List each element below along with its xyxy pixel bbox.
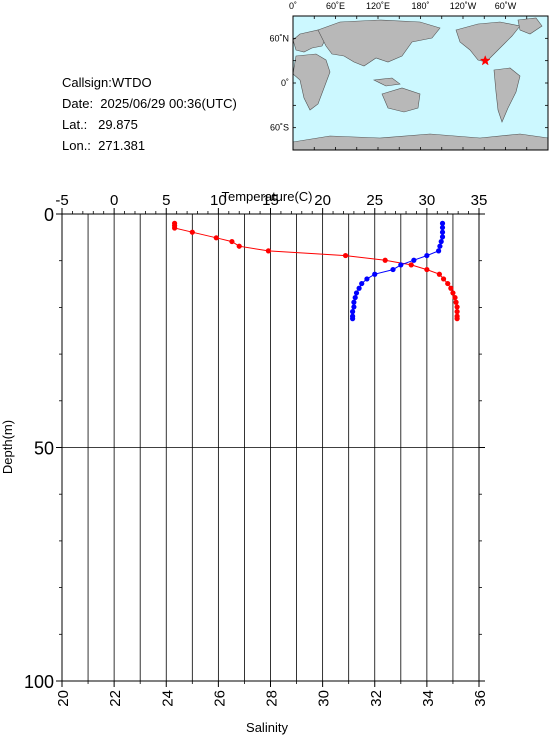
longitude-text: Lon.: 271.381 xyxy=(62,138,146,153)
temperature-data-point xyxy=(454,309,460,315)
map-land xyxy=(292,17,549,151)
map-lon-label: 0˚ xyxy=(289,1,297,11)
temperature-data-point xyxy=(454,316,460,322)
temperature-data-point xyxy=(382,257,388,263)
temperature-data-point xyxy=(265,248,272,254)
temperature-data-point xyxy=(445,280,451,287)
salinity-tick-label: 32 xyxy=(368,690,385,707)
series-layer xyxy=(171,220,460,322)
greenland-landmass xyxy=(517,17,543,35)
map-lon-label: 60˚W xyxy=(495,1,517,11)
chart-grid xyxy=(62,214,479,681)
map-lon-label: 120˚E xyxy=(366,1,390,11)
temperature-data-point xyxy=(342,252,349,259)
salinity-axis-label: Salinity xyxy=(246,720,288,735)
salinity-data-point xyxy=(438,238,444,245)
map-lon-label: 180˚ xyxy=(411,1,429,11)
salinity-data-point xyxy=(372,271,378,277)
map-latitude-labels: 60˚N 0˚ 60˚S xyxy=(269,33,289,132)
temperature-axis: -5 0 5 10 15 20 25 30 35 xyxy=(55,192,487,214)
south-america-landmass xyxy=(493,67,521,123)
salinity-data-point xyxy=(351,304,357,310)
depth-tick-label: 0 xyxy=(44,205,54,225)
salinity-data-point xyxy=(352,294,358,301)
salinity-tick-label: 28 xyxy=(264,690,281,707)
temperature-data-point xyxy=(453,299,459,305)
salinity-data-point xyxy=(364,276,370,282)
temperature-tick-label: 20 xyxy=(314,192,331,209)
temperature-tick-label: 5 xyxy=(162,192,170,209)
salinity-data-point xyxy=(356,285,362,291)
station-info: Callsign:WTDO Date: 2025/06/29 00:36(UTC… xyxy=(62,72,237,156)
temperature-data-point xyxy=(408,262,414,268)
salinity-data-point xyxy=(439,224,446,231)
location-star-marker xyxy=(479,55,491,66)
temperature-data-point xyxy=(213,235,219,241)
map-ticks xyxy=(292,16,549,150)
map-lat-label: 60˚N xyxy=(269,33,289,43)
salinity-data-point xyxy=(439,234,446,240)
temperature-data-point xyxy=(454,304,460,310)
salinity-data-point xyxy=(437,243,443,249)
map-longitude-labels: 0˚ 60˚E 120˚E 180˚ 120˚W 60˚W xyxy=(289,1,517,11)
salinity-data-point xyxy=(439,229,446,235)
map-lat-label: 0˚ xyxy=(281,78,289,88)
africa-landmass xyxy=(292,53,331,111)
salinity-data-point xyxy=(436,248,442,254)
depth-tick-label: 50 xyxy=(34,439,54,459)
salinity-data-point xyxy=(359,280,365,287)
salinity-data-point xyxy=(424,252,430,259)
temperature-data-point xyxy=(424,266,430,273)
indonesia-landmass xyxy=(372,77,401,87)
salinity-data-point xyxy=(439,220,446,226)
map-lon-label: 120˚W xyxy=(450,1,477,11)
temperature-data-point xyxy=(436,271,442,277)
callsign-text: Callsign:WTDO xyxy=(62,75,152,90)
temperature-tick-label: 10 xyxy=(210,192,227,209)
temperature-tick-label: 0 xyxy=(110,192,118,209)
salinity-tick-label: 22 xyxy=(107,690,124,707)
temperature-tick-label: 25 xyxy=(366,192,383,209)
depth-axis: 0 50 100 xyxy=(24,205,485,692)
salinity-axis: 20 22 24 26 28 30 32 34 36 xyxy=(55,681,489,707)
depth-axis-label: Depth(m) xyxy=(0,420,15,474)
salinity-data-point xyxy=(411,257,417,263)
europe-landmass xyxy=(292,29,327,53)
temperature-tick-label: 35 xyxy=(471,192,488,209)
salinity-tick-label: 24 xyxy=(159,690,176,707)
salinity-data-point xyxy=(390,266,396,273)
temperature-data-point xyxy=(452,294,458,301)
temperature-data-point xyxy=(448,285,454,291)
salinity-data-point xyxy=(398,262,404,268)
date-text: Date: 2025/06/29 00:36(UTC) xyxy=(62,96,237,111)
salinity-data-point xyxy=(349,309,356,315)
map-lat-label: 60˚S xyxy=(270,123,289,133)
north-america-landmass xyxy=(455,21,521,63)
temperature-data-point xyxy=(189,229,195,235)
salinity-tick-label: 30 xyxy=(316,690,333,707)
latitude-text: Lat.: 29.875 xyxy=(62,117,138,132)
temperature-data-point xyxy=(450,290,456,296)
temperature-data-point xyxy=(236,243,242,249)
temperature-data-point xyxy=(440,276,447,282)
temperature-data-point xyxy=(171,225,178,231)
map-lon-label: 60˚E xyxy=(326,1,345,11)
salinity-data-point xyxy=(353,290,360,296)
temperature-tick-label: -5 xyxy=(55,192,68,209)
australia-landmass xyxy=(381,87,421,113)
salinity-data-point xyxy=(349,316,356,322)
temperature-tick-label: 30 xyxy=(419,192,436,209)
salinity-data-point xyxy=(351,299,357,305)
temperature-data-point xyxy=(229,238,235,245)
asia-landmass xyxy=(317,19,441,67)
salinity-tick-label: 26 xyxy=(211,690,228,707)
temperature-axis-label: Temperature(C) xyxy=(221,189,312,204)
salinity-tick-label: 36 xyxy=(472,690,489,707)
salinity-tick-label: 34 xyxy=(420,690,437,707)
depth-tick-label: 100 xyxy=(24,672,54,692)
temperature-tick-label: 15 xyxy=(262,192,279,209)
salinity-tick-label: 20 xyxy=(55,690,72,707)
